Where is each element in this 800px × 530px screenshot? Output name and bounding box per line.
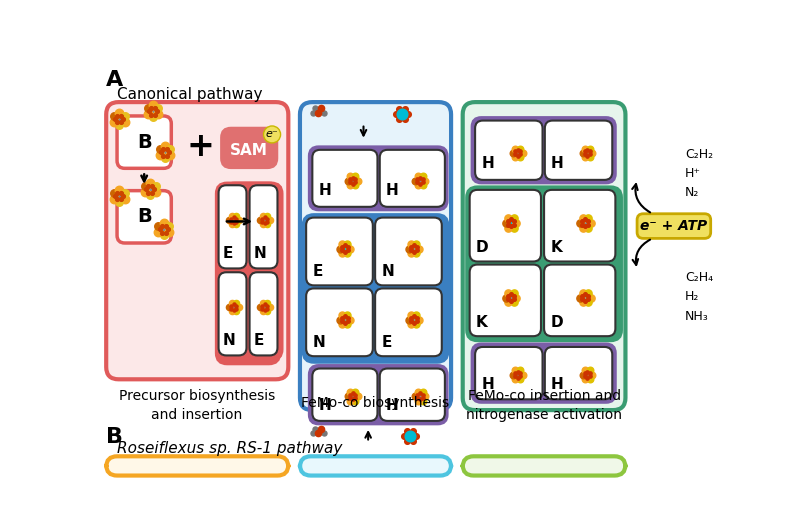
Text: N: N bbox=[254, 246, 266, 261]
Text: H: H bbox=[318, 398, 331, 413]
FancyBboxPatch shape bbox=[462, 102, 626, 410]
FancyBboxPatch shape bbox=[472, 344, 615, 402]
Text: B: B bbox=[137, 207, 151, 226]
Text: N₂: N₂ bbox=[685, 187, 699, 199]
FancyBboxPatch shape bbox=[545, 347, 612, 399]
FancyBboxPatch shape bbox=[106, 456, 288, 475]
Text: B: B bbox=[137, 132, 151, 152]
FancyBboxPatch shape bbox=[216, 183, 280, 364]
FancyBboxPatch shape bbox=[306, 218, 373, 285]
FancyBboxPatch shape bbox=[300, 102, 451, 410]
Text: N: N bbox=[312, 335, 325, 350]
Text: A: A bbox=[106, 70, 123, 90]
Text: FeMo-co biosynthesis: FeMo-co biosynthesis bbox=[301, 396, 449, 410]
FancyBboxPatch shape bbox=[306, 288, 373, 356]
FancyBboxPatch shape bbox=[375, 218, 442, 285]
FancyBboxPatch shape bbox=[117, 191, 171, 243]
Text: SAM: SAM bbox=[230, 144, 268, 158]
Text: E: E bbox=[222, 246, 233, 261]
FancyBboxPatch shape bbox=[218, 186, 246, 268]
FancyBboxPatch shape bbox=[544, 264, 615, 336]
Text: D: D bbox=[550, 315, 563, 330]
Text: H: H bbox=[551, 377, 564, 392]
Text: N: N bbox=[382, 264, 394, 279]
Text: C₂H₂: C₂H₂ bbox=[685, 148, 714, 161]
FancyBboxPatch shape bbox=[475, 121, 542, 180]
Text: e⁻: e⁻ bbox=[266, 129, 278, 139]
Text: H: H bbox=[386, 182, 398, 198]
FancyBboxPatch shape bbox=[220, 127, 278, 169]
FancyBboxPatch shape bbox=[310, 366, 447, 424]
FancyBboxPatch shape bbox=[375, 288, 442, 356]
Text: D: D bbox=[476, 240, 489, 255]
FancyBboxPatch shape bbox=[462, 456, 626, 475]
Text: E: E bbox=[382, 335, 392, 350]
Text: N: N bbox=[222, 333, 235, 348]
FancyBboxPatch shape bbox=[250, 186, 278, 268]
Text: H: H bbox=[482, 156, 494, 171]
Text: FeMo-co insertion and
nitrogenase activation: FeMo-co insertion and nitrogenase activa… bbox=[466, 388, 622, 422]
Text: H: H bbox=[482, 377, 494, 392]
FancyBboxPatch shape bbox=[312, 368, 378, 421]
FancyBboxPatch shape bbox=[300, 456, 451, 475]
Text: C₂H₄: C₂H₄ bbox=[685, 271, 714, 284]
Text: Roseiflexus sp. RS-1 pathway: Roseiflexus sp. RS-1 pathway bbox=[117, 441, 342, 456]
FancyBboxPatch shape bbox=[117, 116, 171, 169]
Text: H⁺: H⁺ bbox=[685, 167, 701, 180]
Text: H₂: H₂ bbox=[685, 290, 699, 303]
FancyBboxPatch shape bbox=[637, 214, 710, 238]
FancyBboxPatch shape bbox=[545, 121, 612, 180]
FancyBboxPatch shape bbox=[303, 215, 448, 363]
Text: E: E bbox=[312, 264, 322, 279]
Text: +: + bbox=[187, 130, 214, 163]
FancyBboxPatch shape bbox=[475, 347, 542, 399]
FancyBboxPatch shape bbox=[470, 264, 541, 336]
FancyBboxPatch shape bbox=[544, 190, 615, 261]
Circle shape bbox=[263, 126, 281, 143]
FancyBboxPatch shape bbox=[218, 272, 246, 356]
FancyBboxPatch shape bbox=[470, 190, 541, 261]
Text: E: E bbox=[254, 333, 264, 348]
FancyBboxPatch shape bbox=[380, 150, 445, 207]
FancyBboxPatch shape bbox=[312, 150, 378, 207]
FancyBboxPatch shape bbox=[224, 183, 282, 360]
Text: H: H bbox=[551, 156, 564, 171]
FancyBboxPatch shape bbox=[106, 102, 288, 379]
Text: Canonical pathway: Canonical pathway bbox=[117, 87, 262, 102]
Text: NH₃: NH₃ bbox=[685, 310, 709, 323]
Text: e⁻ + ATP: e⁻ + ATP bbox=[640, 219, 707, 233]
Text: B: B bbox=[106, 427, 123, 447]
FancyBboxPatch shape bbox=[250, 272, 278, 356]
Text: K: K bbox=[550, 240, 562, 255]
FancyBboxPatch shape bbox=[472, 118, 615, 183]
Text: K: K bbox=[476, 315, 488, 330]
FancyBboxPatch shape bbox=[380, 368, 445, 421]
Text: Precursor biosynthesis
and insertion: Precursor biosynthesis and insertion bbox=[118, 388, 275, 422]
Text: H: H bbox=[386, 398, 398, 413]
Text: H: H bbox=[318, 182, 331, 198]
FancyBboxPatch shape bbox=[466, 187, 622, 341]
FancyBboxPatch shape bbox=[310, 147, 447, 210]
